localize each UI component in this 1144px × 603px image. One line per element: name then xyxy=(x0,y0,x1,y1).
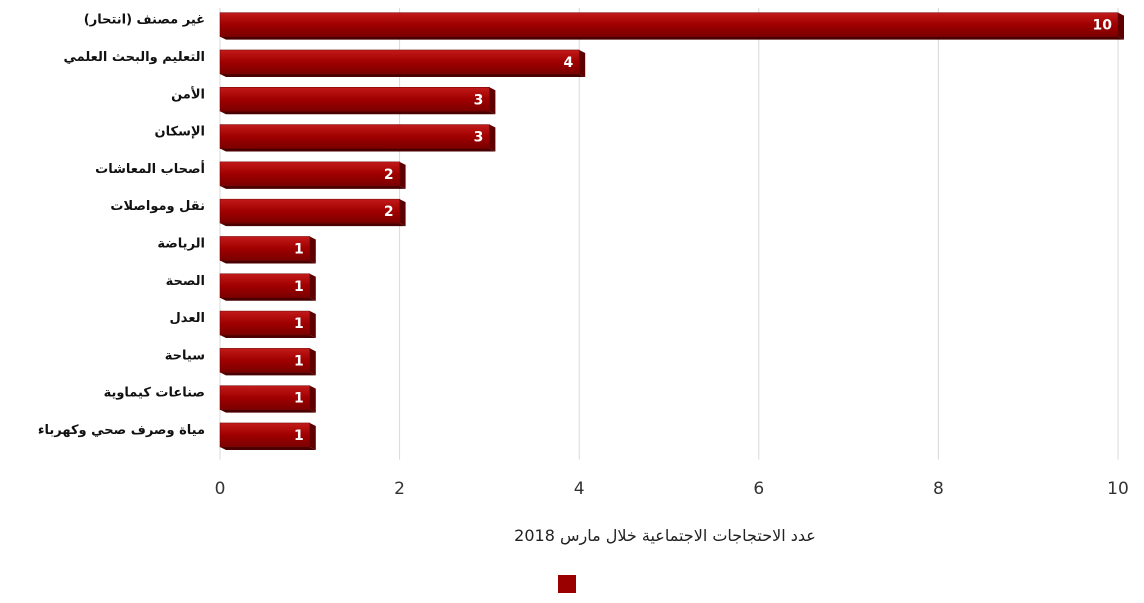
bar-bottom xyxy=(220,409,316,413)
x-tick-label: 4 xyxy=(574,479,585,499)
legend-marker xyxy=(558,575,576,593)
bar xyxy=(219,198,400,224)
bar xyxy=(219,348,311,373)
x-tick-label: 8 xyxy=(933,479,944,499)
bar xyxy=(219,161,400,187)
x-tick-label: 10 xyxy=(1107,479,1129,499)
x-tick-label: 0 xyxy=(215,479,226,499)
bar-side xyxy=(399,161,406,189)
bar xyxy=(219,236,311,261)
bar xyxy=(219,12,1119,37)
category-label: الأمن xyxy=(171,85,205,102)
bar-bottom xyxy=(220,223,406,227)
bar-side xyxy=(309,385,316,413)
data-label: 10 xyxy=(1093,18,1113,34)
bar xyxy=(219,422,311,448)
category-label: الرياضة xyxy=(157,236,205,251)
x-tick-labels: 0 2 4 6 8 10 xyxy=(215,479,1129,499)
bar-bottom xyxy=(220,148,496,152)
bars-layer: 10 4 3 3 2 2 1 1 1 1 1 1 xyxy=(219,12,1124,450)
data-label: 1 xyxy=(294,353,304,369)
bar-side xyxy=(1118,12,1124,40)
data-label: 3 xyxy=(474,92,484,108)
category-label: التعليم والبحث العلمي xyxy=(63,50,205,65)
category-label: الإسكان xyxy=(155,125,205,140)
data-label: 1 xyxy=(294,316,304,332)
x-tick-label: 2 xyxy=(394,479,405,499)
bar-side xyxy=(309,422,316,450)
bar xyxy=(219,310,311,336)
category-label: صناعات كيماوية xyxy=(104,386,205,401)
bar-side xyxy=(399,199,406,227)
category-label: نقل ومواصلات xyxy=(110,199,205,214)
bar-side xyxy=(579,49,586,77)
x-axis-title: عدد الاحتجاجات الاجتماعية خلال مارس 2018 xyxy=(514,526,816,546)
bar-bottom xyxy=(220,73,586,77)
bar-side xyxy=(309,348,316,376)
bar-side xyxy=(309,236,316,264)
bar-bottom xyxy=(220,372,316,376)
bar-bottom xyxy=(220,36,1124,40)
data-label: 1 xyxy=(294,391,304,407)
category-label: سياحة xyxy=(165,348,205,363)
category-label: الصحة xyxy=(166,274,205,289)
data-label: 2 xyxy=(384,204,394,220)
bar xyxy=(219,385,311,410)
category-label: العدل xyxy=(170,311,205,326)
bar-bottom xyxy=(220,297,316,301)
bar xyxy=(219,124,490,149)
bar-side xyxy=(489,87,496,115)
bar xyxy=(219,87,490,112)
data-label: 1 xyxy=(294,279,304,295)
data-label: 4 xyxy=(563,55,573,71)
bar-side xyxy=(309,311,316,339)
bar-bottom xyxy=(220,335,316,339)
bar-bottom xyxy=(220,185,406,189)
x-tick-label: 6 xyxy=(753,479,764,499)
category-labels: غير مصنف (انتحار) التعليم والبحث العلمي ال… xyxy=(38,13,205,438)
bar xyxy=(219,273,311,298)
bar-side xyxy=(309,273,316,301)
data-label: 2 xyxy=(384,167,394,183)
bar-side xyxy=(489,124,496,152)
category-label: أصحاب المعاشات xyxy=(95,160,205,177)
category-label: مياة وصرف صحي وكهرباء xyxy=(38,423,205,438)
grid-layer xyxy=(219,8,1119,460)
data-label: 1 xyxy=(294,241,304,257)
bar-bottom xyxy=(220,446,316,450)
bar-bottom xyxy=(220,260,316,264)
bar xyxy=(219,49,580,75)
data-label: 1 xyxy=(294,428,304,444)
bar-bottom xyxy=(220,111,496,115)
data-label: 3 xyxy=(474,130,484,146)
category-label: غير مصنف (انتحار) xyxy=(84,13,205,28)
